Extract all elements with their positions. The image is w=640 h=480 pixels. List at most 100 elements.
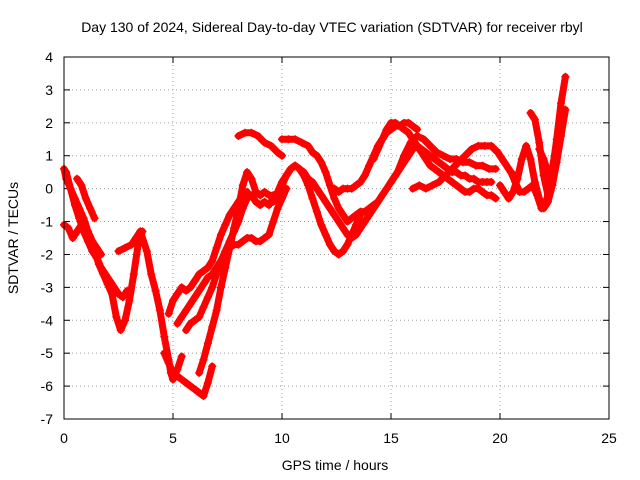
- y-tick-label: -7: [41, 411, 54, 427]
- data-point: [169, 368, 177, 377]
- series-arc-8: [164, 187, 252, 318]
- data-point: [511, 178, 520, 187]
- data-point: [365, 210, 374, 219]
- data-point: [251, 187, 260, 196]
- data-point: [393, 168, 402, 177]
- data-point: [129, 270, 138, 279]
- data-point: [452, 168, 461, 177]
- data-point: [208, 322, 217, 331]
- data-point: [221, 220, 230, 229]
- data-point: [297, 138, 306, 147]
- data-point: [203, 263, 212, 272]
- y-tick-label: -4: [41, 312, 54, 328]
- data-point: [90, 214, 99, 223]
- data-point: [273, 148, 282, 157]
- data-point: [208, 257, 217, 266]
- data-point: [295, 164, 304, 173]
- data-point: [247, 191, 256, 200]
- data-point: [212, 270, 221, 279]
- data-point: [321, 168, 330, 177]
- data-point: [456, 184, 465, 193]
- data-point: [112, 312, 121, 321]
- data-point: [461, 171, 470, 180]
- data-point: [343, 217, 352, 226]
- data-point: [173, 289, 182, 298]
- data-point: [70, 201, 79, 210]
- data-point: [395, 122, 404, 131]
- data-point: [432, 148, 441, 157]
- data-point: [343, 240, 352, 249]
- data-point: [230, 224, 239, 233]
- data-point: [474, 184, 483, 193]
- data-point: [360, 217, 369, 226]
- y-tick-label: 2: [45, 115, 53, 131]
- data-point: [421, 184, 430, 193]
- data-point: [308, 178, 317, 187]
- data-point: [428, 181, 437, 190]
- data-point: [88, 247, 97, 256]
- y-tick-label: 3: [45, 82, 53, 98]
- data-point: [382, 125, 391, 134]
- data-point: [330, 194, 339, 203]
- data-point: [243, 168, 252, 177]
- data-point: [182, 306, 191, 315]
- chart-title: Day 130 of 2024, Sidereal Day-to-day VTE…: [81, 19, 583, 35]
- data-point: [256, 191, 265, 200]
- data-point: [543, 168, 552, 177]
- data-point: [330, 184, 339, 193]
- data-point: [203, 339, 212, 348]
- x-tick-label: 0: [60, 430, 68, 446]
- data-point: [182, 326, 191, 335]
- data-point: [347, 234, 356, 242]
- data-point: [434, 158, 443, 167]
- data-point: [190, 293, 199, 302]
- y-tick-label: 1: [45, 148, 53, 164]
- data-point: [434, 178, 443, 187]
- data-point: [251, 197, 260, 206]
- series-arc-3: [62, 168, 132, 302]
- data-point: [169, 296, 177, 305]
- data-point: [75, 214, 84, 223]
- data-point: [186, 299, 195, 308]
- data-point: [541, 201, 550, 210]
- data-point: [151, 286, 160, 295]
- data-point: [68, 234, 77, 242]
- data-point: [469, 174, 478, 183]
- data-point: [404, 118, 413, 127]
- x-tick-label: 10: [274, 430, 290, 446]
- data-point: [334, 204, 343, 213]
- data-point: [373, 145, 382, 154]
- data-point: [500, 158, 509, 167]
- data-point: [352, 181, 361, 190]
- data-point: [260, 138, 269, 147]
- data-point: [557, 131, 566, 140]
- data-point: [400, 125, 409, 134]
- data-point: [417, 148, 426, 157]
- data-point: [299, 168, 308, 177]
- data-point: [478, 161, 487, 170]
- y-tick-label: 0: [45, 181, 53, 197]
- series-arc-7: [160, 349, 217, 400]
- data-point: [291, 135, 300, 144]
- data-point: [269, 197, 278, 206]
- data-point: [339, 247, 348, 256]
- x-tick-label: 5: [169, 430, 177, 446]
- data-point: [195, 286, 204, 295]
- data-point: [123, 286, 132, 295]
- data-point: [413, 131, 422, 140]
- series-arc-18: [387, 131, 500, 187]
- data-point: [430, 164, 439, 173]
- data-point: [517, 155, 526, 164]
- data-point: [260, 187, 269, 196]
- data-point: [116, 326, 125, 335]
- series-arc-23: [535, 105, 570, 190]
- series-arc-11: [195, 168, 278, 377]
- data-point: [360, 171, 369, 180]
- data-point: [131, 234, 140, 242]
- data-point: [356, 178, 365, 187]
- data-point: [234, 131, 243, 140]
- data-point: [234, 240, 243, 249]
- series-arc-4: [73, 174, 99, 223]
- data-point: [127, 240, 136, 249]
- data-point: [504, 194, 513, 203]
